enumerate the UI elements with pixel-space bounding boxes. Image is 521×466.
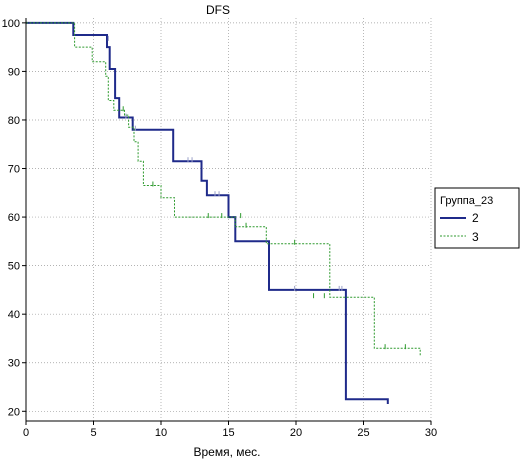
series-line-2 [26, 21, 389, 404]
grid [25, 18, 432, 421]
y-tick-label-20: 20 [8, 406, 20, 418]
x-axis-title: Время, мес. [193, 445, 260, 459]
x-tick-label-0: 0 [23, 427, 29, 439]
x-tick-label-20: 20 [290, 427, 302, 439]
legend-title: Группа_23 [440, 195, 493, 207]
x-tick-label-25: 25 [357, 427, 369, 439]
y-tick-label-90: 90 [8, 66, 20, 78]
y-tick-label-40: 40 [8, 309, 20, 321]
x-tick-label-5: 5 [90, 427, 96, 439]
y-tick-label-30: 30 [8, 358, 20, 370]
series-layer [26, 21, 421, 404]
y-tick-label-50: 50 [8, 261, 20, 273]
axes: 0 5 10 15 20 25 30 20 30 40 50 60 70 80 90 100 [2, 18, 437, 439]
x-tick-label-30: 30 [425, 427, 437, 439]
series-line-3 [26, 22, 421, 356]
chart-title: DFS [206, 3, 230, 17]
legend-label-series-2: 2 [472, 211, 479, 225]
y-tick-label-80: 80 [8, 115, 20, 127]
y-tick-label-60: 60 [8, 212, 20, 224]
y-tick-label-100: 100 [2, 18, 20, 30]
x-tick-label-15: 15 [222, 427, 234, 439]
x-tick-label-10: 10 [155, 427, 167, 439]
y-tick-label-70: 70 [8, 164, 20, 176]
legend-label-series-3: 3 [472, 230, 479, 244]
legend: Группа_23 2 3 [434, 187, 520, 249]
